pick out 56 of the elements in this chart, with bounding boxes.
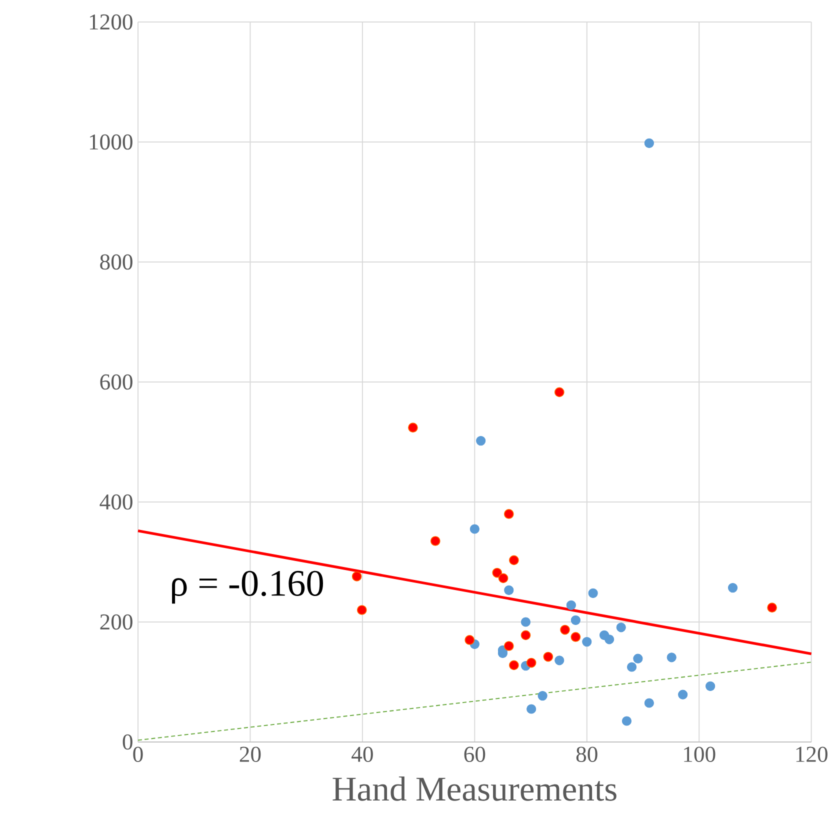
x-tick-label: 100 (684, 746, 716, 762)
point (570, 615, 580, 625)
point (504, 585, 514, 595)
y-tick-label: 600 (100, 374, 132, 390)
point (560, 624, 570, 635)
point (464, 635, 475, 645)
y-tick-label: 200 (100, 614, 132, 630)
point (582, 636, 592, 647)
point (767, 602, 777, 613)
y-tick-label: 0 (122, 734, 132, 750)
point (526, 658, 536, 668)
point (644, 138, 654, 148)
point (633, 654, 643, 664)
point (470, 524, 480, 534)
point (504, 509, 514, 519)
x-axis-title: Hand Measurements (332, 776, 616, 801)
y-tick-label: 800 (100, 254, 132, 270)
point (520, 630, 531, 640)
point (678, 690, 688, 700)
annotation: ρ = -0.160 (172, 570, 324, 604)
point (626, 662, 637, 672)
point (706, 681, 716, 691)
point (430, 536, 440, 546)
point (728, 582, 738, 593)
x-tick-label: 0 (133, 746, 143, 762)
y-tick-label: 1200 (90, 14, 132, 30)
point (538, 690, 548, 701)
point (666, 652, 676, 662)
point (554, 387, 564, 398)
y-tick-label: 400 (100, 494, 132, 510)
point (504, 641, 514, 651)
point (492, 568, 502, 578)
point (352, 571, 362, 582)
x-tick-label: 20 (240, 746, 261, 762)
point (616, 622, 626, 632)
x-tick-label: 80 (576, 746, 598, 762)
point (476, 436, 486, 446)
x-tick-label: 40 (352, 746, 373, 762)
point (622, 716, 632, 726)
point (509, 660, 519, 670)
point (408, 422, 418, 433)
x-tick-label: 60 (464, 746, 486, 762)
point (566, 600, 576, 610)
point (526, 704, 536, 714)
point (520, 617, 531, 627)
point (509, 555, 519, 566)
point (554, 656, 564, 666)
y-tick-label: 1000 (90, 134, 132, 150)
point (543, 652, 554, 662)
point (498, 573, 508, 584)
point (570, 632, 581, 642)
x-tick-label: 120 (796, 746, 828, 762)
point (588, 588, 598, 598)
point (644, 698, 654, 708)
point (604, 634, 614, 644)
point (356, 605, 367, 615)
